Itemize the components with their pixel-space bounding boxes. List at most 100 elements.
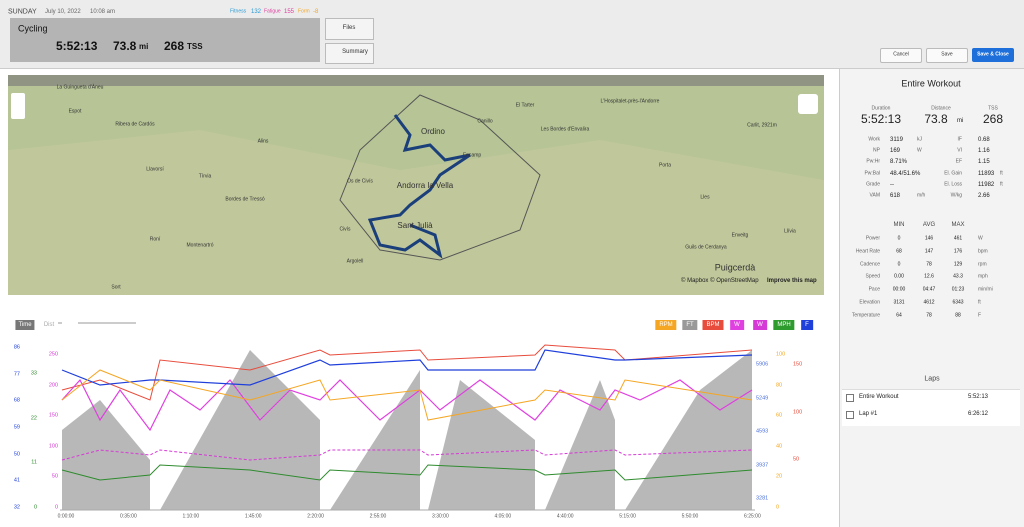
- save-button[interactable]: [926, 48, 968, 63]
- axis-label: 32: [13, 504, 20, 511]
- cancel-label[interactable]: Cancel: [893, 51, 909, 58]
- lap-name[interactable]: Lap #1: [859, 411, 878, 417]
- time-toggle[interactable]: Time: [15, 320, 35, 330]
- axis-label: 0: [33, 504, 37, 511]
- minmax-cell: 88: [955, 312, 961, 319]
- summary-box: [10, 18, 320, 62]
- minmax-cell: Power: [865, 235, 880, 242]
- stat: 11893: [978, 170, 995, 177]
- x-tick-label: 1:45:00: [244, 513, 262, 520]
- stat: VAM: [869, 192, 880, 199]
- map-label: Enveitg: [731, 232, 749, 239]
- axis-label: 0: [776, 504, 780, 511]
- axis-label: 60: [776, 412, 783, 419]
- legend-button[interactable]: RPM: [655, 320, 677, 330]
- minmax-header: AVG: [922, 222, 936, 228]
- axis-label: 40: [776, 443, 783, 450]
- stat: 618: [890, 193, 901, 199]
- dist-toggle[interactable]: Dist: [43, 322, 55, 328]
- stat: 48.4/51.6%: [890, 170, 921, 177]
- map-improve-link[interactable]: Improve this map: [767, 278, 817, 284]
- save-close-button[interactable]: [972, 48, 1014, 62]
- hr-line: [61, 344, 753, 401]
- side-panel: [839, 69, 1024, 527]
- stat: El. Gain: [944, 170, 962, 177]
- sport: Cycling: [18, 23, 48, 34]
- layers-button[interactable]: [798, 94, 818, 114]
- minmax-cell: Elevation: [859, 299, 880, 306]
- form-label: Form: [298, 8, 310, 15]
- minmax-cell: 147: [924, 248, 934, 255]
- legend-button[interactable]: W: [753, 320, 767, 330]
- lap-checkbox[interactable]: [846, 411, 854, 419]
- total-label: TSS: [988, 105, 998, 112]
- minmax-cell: F: [978, 312, 982, 319]
- axis-label: 3937: [756, 461, 769, 468]
- legend-button[interactable]: FT: [682, 320, 698, 330]
- map-label: Ordino: [420, 127, 446, 136]
- axis-label: 86: [13, 344, 20, 351]
- stat: Pw:Bal: [864, 170, 880, 177]
- stat: EF: [955, 158, 962, 165]
- time: 10:08 am: [90, 9, 116, 15]
- x-tick-label: 1:10:00: [182, 513, 200, 520]
- map-header: [8, 75, 824, 86]
- zoom-control[interactable]: [11, 93, 25, 119]
- axis-label: 200: [48, 381, 58, 388]
- map-label: Sort: [111, 284, 121, 291]
- axis-label: 68: [13, 397, 20, 404]
- legend-button[interactable]: W: [730, 320, 744, 330]
- legend-button[interactable]: BPM: [702, 320, 724, 330]
- fatigue: 155: [284, 9, 295, 15]
- distance: 73.8: [113, 39, 137, 53]
- stat: 169: [890, 148, 901, 155]
- axis-label: 20: [776, 473, 783, 480]
- save-close-label[interactable]: Save & Close: [977, 51, 1009, 58]
- map-label: Ribera de Cardós: [115, 121, 155, 128]
- minmax-cell: 146: [924, 235, 934, 242]
- axis-label: 0: [54, 504, 58, 511]
- axis-label: 33: [30, 370, 37, 377]
- x-tick-label: 6:25:00: [744, 513, 761, 520]
- stat: 11982: [978, 181, 995, 188]
- map-label: Lles: [700, 194, 710, 201]
- stat: IF: [957, 136, 962, 143]
- cancel-button[interactable]: [880, 48, 922, 63]
- total-label: Duration: [871, 105, 891, 112]
- x-tick-label: 2:20:00: [307, 513, 324, 520]
- map-label: El Tarter: [515, 102, 535, 109]
- summary-button[interactable]: [325, 43, 374, 64]
- lap-checkbox[interactable]: [846, 394, 854, 402]
- minmax-cell: Pace: [868, 286, 880, 293]
- axis-label: 4593: [756, 428, 769, 435]
- map-label: La Guingueta d'Àneu: [56, 84, 104, 91]
- border: [339, 94, 541, 261]
- minmax-cell: 78: [926, 261, 932, 268]
- total-unit: mi: [957, 118, 964, 124]
- minmax-cell: min/mi: [978, 286, 993, 293]
- minmax-cell: bpm: [978, 248, 988, 255]
- minmax-cell: 01:23: [951, 286, 965, 293]
- minmax-cell: Speed: [865, 273, 880, 280]
- legend-button[interactable]: MPH: [773, 320, 795, 330]
- x-tick-label: 4:05:00: [494, 513, 512, 520]
- map-label: L'Hospitalet-près-l'Andorre: [600, 98, 660, 105]
- x-tick-label: 0:35:00: [120, 513, 137, 520]
- minmax-cell: 461: [953, 235, 963, 242]
- minmax-cell: Temperature: [851, 312, 880, 319]
- files-button[interactable]: [325, 18, 374, 40]
- stat: 0.68: [978, 137, 990, 143]
- map-label: Alins: [257, 138, 269, 145]
- x-tick-label: 3:30:00: [432, 513, 449, 520]
- map-label: Llavorsí: [146, 166, 164, 173]
- save-label[interactable]: Save: [941, 51, 953, 58]
- minmax-cell: 78: [926, 312, 932, 319]
- files-label[interactable]: Files: [342, 25, 356, 31]
- legend-button[interactable]: F: [801, 320, 813, 330]
- lap-name[interactable]: Entire Workout: [859, 394, 899, 400]
- map-label: Os de Civís: [347, 178, 373, 185]
- summary-label[interactable]: Summary: [342, 49, 368, 55]
- minmax-cell: 6343: [952, 299, 964, 306]
- stat: m/h: [917, 192, 926, 199]
- map-label: Guils de Cerdanya: [685, 244, 727, 251]
